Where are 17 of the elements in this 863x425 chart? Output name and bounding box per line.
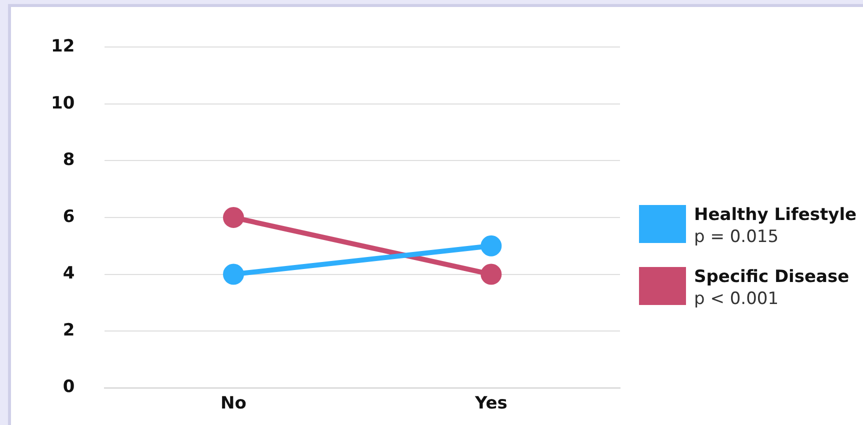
point (222, 264, 244, 285)
y-tick-label: 12 (50, 36, 75, 57)
point (480, 235, 502, 256)
text: p < 0.001 (694, 289, 780, 309)
legend-label: Healthy Lifestyle (694, 205, 857, 225)
point (222, 207, 244, 228)
legend-label: Specific Disease (694, 267, 850, 287)
x-tick-label: No (220, 393, 246, 414)
y-tick-label: 4 (62, 264, 75, 284)
y-tick-label: 10 (50, 93, 75, 114)
text: p = 0.015 (694, 227, 780, 247)
y-tick-label: 2 (62, 320, 75, 340)
y-tick-label: 8 (62, 150, 75, 170)
x-tick-label: Yes (474, 393, 508, 414)
y-tick-label: 0 (62, 377, 75, 398)
point (480, 264, 502, 285)
y-tick-label: 6 (62, 206, 75, 227)
